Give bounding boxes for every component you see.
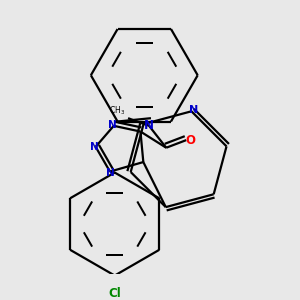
Text: Cl: Cl [108, 287, 121, 300]
Text: N: N [106, 167, 114, 178]
Text: O: O [185, 134, 195, 147]
Text: N: N [144, 119, 154, 132]
Text: N: N [189, 105, 198, 115]
Text: N: N [108, 120, 117, 130]
Text: N: N [90, 142, 99, 152]
Text: CH$_3$: CH$_3$ [109, 105, 125, 117]
